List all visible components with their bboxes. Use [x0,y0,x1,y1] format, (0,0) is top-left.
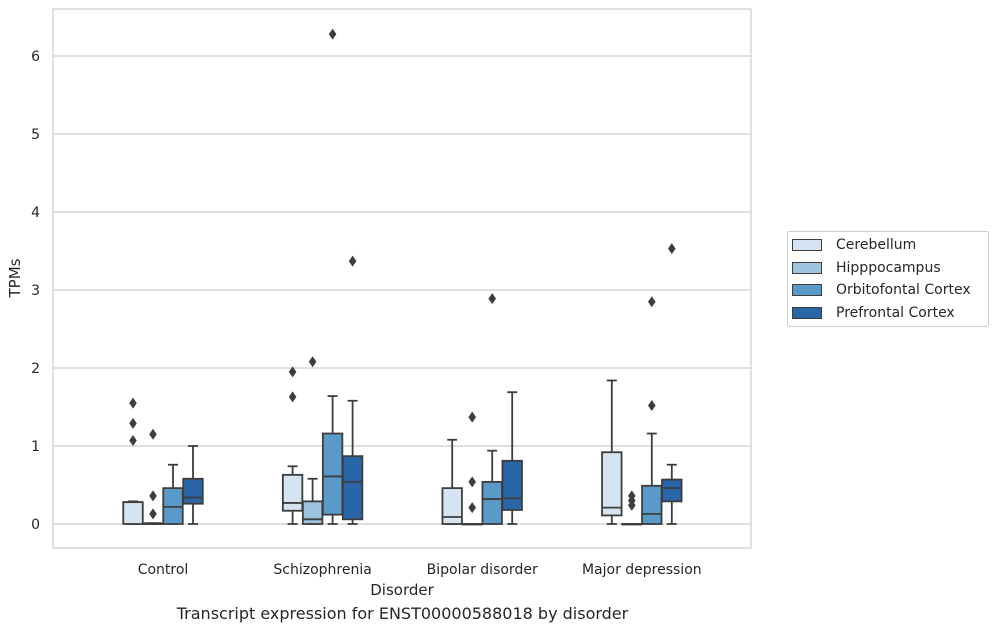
box-2-1 [321,28,344,525]
legend-label: Hipppocampus [836,259,941,276]
box-body [481,480,503,525]
box-body [441,487,463,525]
outlier-point [288,391,297,403]
legend-swatch [792,284,822,296]
y-tick-label: 4 [31,205,40,221]
box-2-2 [481,293,503,525]
figure-caption: Transcript expression for ENST0000058801… [176,604,629,623]
box-0-2 [441,438,463,525]
box-0-1 [281,366,304,525]
x-tick-labels: Control Schizophrenia Bipolar disorder Majo… [138,562,702,578]
grid-layer [53,55,751,525]
x-tick-label: Schizophrenia [273,562,371,578]
box-3-0 [182,445,204,525]
box-3-2 [501,391,523,525]
box-1-2 [461,411,483,526]
legend: Cerebellum Hipppocampus Orbitofontal Corte… [787,231,989,327]
box-body [661,478,683,503]
box-1-1 [301,356,324,525]
box-2-0 [162,463,184,525]
outlier-point [129,435,137,447]
outlier-point [628,490,636,502]
box-body [301,500,324,525]
x-tick-label: Control [138,562,189,578]
outlier-point [149,508,157,520]
box-body [321,432,344,516]
outlier-point [648,399,656,411]
box-1-0 [142,428,164,525]
legend-label: Prefrontal Cortex [836,304,955,321]
outlier-point [149,490,157,502]
box-3-1 [341,255,364,525]
x-tick-label: Major depression [582,562,702,578]
box-body [501,459,523,511]
y-tick-label: 2 [31,361,40,377]
outlier-point [468,411,476,423]
legend-swatch [792,239,822,251]
outlier-point [488,293,496,305]
box-body [182,477,204,505]
y-tick-label: 1 [31,439,40,455]
legend-label: Orbitofontal Cortex [836,282,971,298]
plot-frame [52,8,752,549]
legend-label: Cerebellum [836,237,917,253]
outlier-point [348,255,357,267]
y-axis-label: TPMs [6,258,24,298]
y-tick-label: 3 [31,283,40,299]
outlier-point [668,243,676,255]
box-body [341,455,364,521]
box-0-0 [122,397,144,525]
x-tick-label: Bipolar disorder [427,562,538,578]
y-tick-label: 0 [31,517,40,533]
y-tick-labels: 0 1 2 3 4 5 6 [31,49,40,533]
box-1-3 [621,490,643,526]
outlier-point [288,366,297,378]
box-2-3 [641,296,663,525]
box-body [122,501,144,525]
boxes-layer [122,28,683,526]
outlier-point [648,296,656,308]
outlier-point [149,428,157,440]
outlier-point [468,502,476,514]
outlier-point [468,476,476,488]
box-body [641,484,663,525]
outlier-point [328,28,337,40]
box-body [601,451,623,517]
outlier-point [129,417,137,429]
outlier-point [308,356,317,368]
box-body [281,473,304,512]
x-axis-label: Disorder [370,581,434,599]
legend-swatch [792,261,822,274]
outlier-point [129,397,137,409]
box-3-3 [661,243,683,525]
box-0-3 [601,379,623,525]
y-tick-label: 6 [31,49,40,65]
y-tick-label: 5 [31,127,40,143]
legend-swatch [792,306,822,319]
